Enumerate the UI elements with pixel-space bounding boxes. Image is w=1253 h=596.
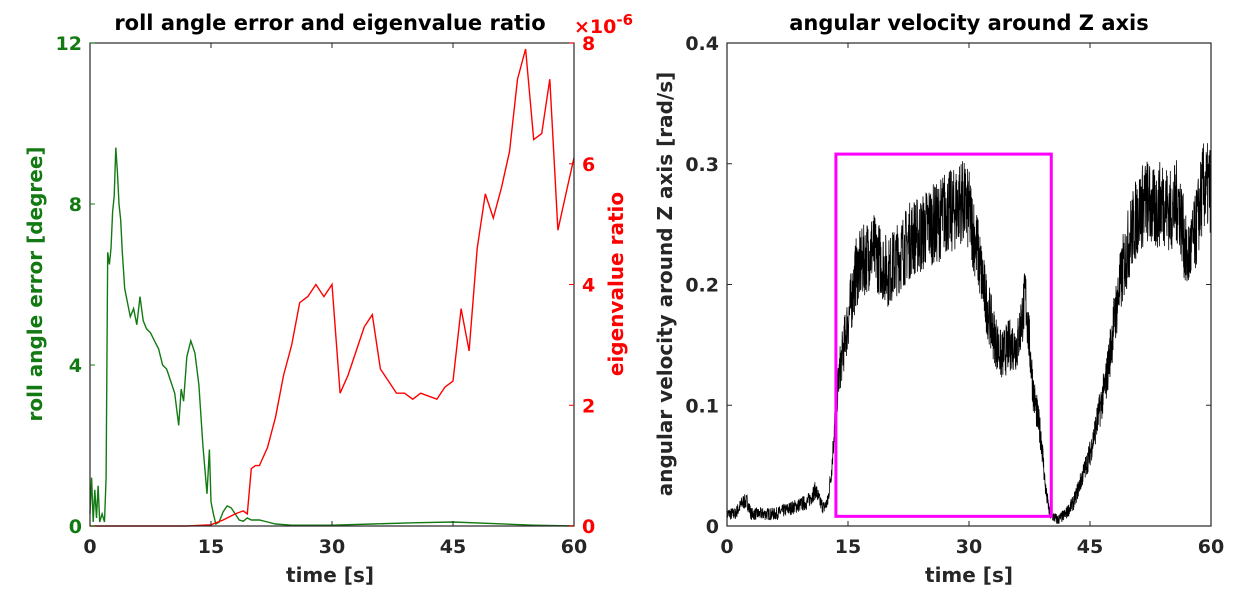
y-tick-label-right: 4 [582,275,595,297]
x-tick-label: 60 [1198,536,1224,558]
y-tick-label: 0.1 [685,395,719,417]
y-tick-label-left: 8 [69,194,82,216]
left-y-axis-label: roll angle error [degree] [23,146,47,421]
exponent-power: -6 [616,11,633,29]
x-tick-label: 45 [440,536,466,558]
x-tick-label: 0 [720,536,733,558]
highlight-rectangle [834,152,1053,518]
right-chart: angular velocity around Z axis 0 15 30 45 60… [653,11,1224,587]
series-line-left [89,147,575,527]
x-tick-label: 15 [198,536,224,558]
y-tick-label-left: 12 [56,33,82,55]
right-x-ticks: 0 15 30 45 60 [720,43,1224,558]
left-chart: roll angle error and eigenvalue ratio 0 1… [23,11,633,587]
y-tick-label: 0.4 [685,33,719,55]
left-chart-title: roll angle error and eigenvalue ratio [114,11,545,35]
y-tick-label-right: 6 [582,154,595,176]
right-chart-title: angular velocity around Z axis [789,11,1149,35]
y-tick-label-right: 8 [582,33,595,55]
right-y-ticks: 0 0.1 0.2 0.3 0.4 [685,33,1211,538]
right-y-axis-exponent: ×10-6 [574,11,633,38]
x-tick-label: 60 [561,536,587,558]
y-tick-label-left: 0 [69,516,82,538]
x-tick-label: 15 [835,536,861,558]
y-tick-label: 0.2 [685,275,719,297]
right-y-axis-label: eigenvalue ratio [604,192,628,376]
left-chart-marks [89,48,575,527]
y-tick-label-right: 2 [582,395,595,417]
left-x-ticks: 0 15 30 45 60 [83,43,587,558]
x-tick-label: 30 [956,536,982,558]
y-tick-label: 0.3 [685,154,719,176]
series-line [726,143,1212,524]
exponent-base: ×10 [574,16,616,38]
y-tick-label: 0 [706,516,719,538]
left-y-ticks-left: 0 4 8 12 [56,33,95,538]
left-x-axis-label: time [s] [286,563,374,587]
x-tick-label: 30 [319,536,345,558]
y-tick-label-left: 4 [69,355,82,377]
right-plot-frame [726,42,1212,527]
right-x-axis-label: time [s] [925,563,1013,587]
y-tick-label-right: 0 [582,516,595,538]
left-y-ticks-right: 0 2 4 6 8 [569,33,595,538]
x-tick-label: 45 [1077,536,1103,558]
series-line-right [90,48,575,527]
right-chart-marks [726,143,1212,524]
right-y-axis-label: angular velocity around Z axis [rad/s] [653,72,677,497]
x-tick-label: 0 [83,536,96,558]
